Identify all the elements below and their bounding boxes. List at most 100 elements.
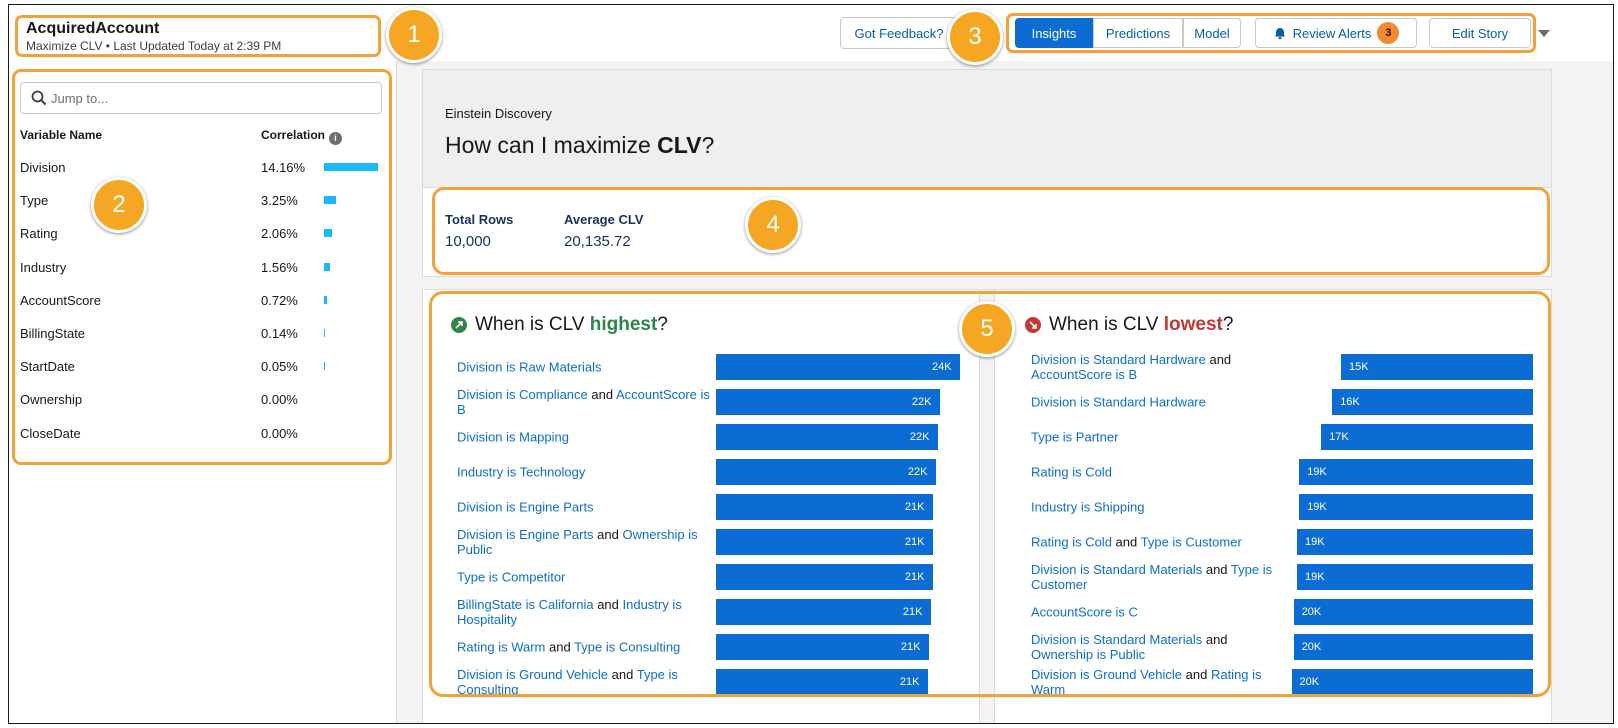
driver-condition-link[interactable]: Rating is Warm: [1031, 667, 1262, 697]
driver-condition-link[interactable]: Division is Standard Hardware: [1031, 352, 1206, 367]
variable-row[interactable]: Division 14.16%: [20, 158, 382, 178]
driver-row[interactable]: Division is Ground Vehicle and Type is C…: [457, 667, 977, 697]
driver-condition-link[interactable]: Industry is Technology: [457, 464, 586, 480]
variable-name-header: Variable Name: [20, 128, 103, 142]
driver-row[interactable]: Division is Raw Materials 24K: [457, 352, 977, 382]
column-divider: [979, 290, 995, 723]
driver-value-label: 17K: [1329, 431, 1349, 443]
variable-name: BillingState: [20, 326, 86, 341]
jump-to-search[interactable]: [20, 82, 382, 114]
tab-predictions[interactable]: Predictions: [1093, 18, 1183, 48]
driver-label: Division is Raw Materials: [457, 360, 712, 375]
driver-bar: [716, 424, 938, 450]
driver-conjunction: and: [1202, 632, 1228, 647]
driver-row[interactable]: Division is Standard Materials and Type …: [1031, 562, 1551, 592]
driver-value-label: 19K: [1305, 536, 1325, 548]
driver-row[interactable]: Division is Engine Parts 21K: [457, 492, 977, 522]
driver-condition-link[interactable]: Rating is Cold: [1031, 534, 1112, 550]
correlation-bar: [324, 163, 378, 171]
driver-condition-link[interactable]: Division is Engine Parts: [457, 527, 594, 542]
stat-value: 10,000: [445, 233, 491, 250]
driver-condition-link[interactable]: Type is Customer: [1031, 562, 1273, 592]
driver-condition-link[interactable]: Division is Standard Materials: [1031, 562, 1203, 577]
driver-row[interactable]: Rating is Warm and Type is Consulting 21K: [457, 632, 977, 662]
driver-condition-link[interactable]: Type is Consulting: [457, 667, 678, 697]
driver-condition-link[interactable]: Type is Partner: [1031, 429, 1119, 445]
variable-row[interactable]: AccountScore 0.72%: [20, 291, 382, 311]
app-window: AcquiredAccount Maximize CLV • Last Upda…: [8, 4, 1614, 724]
alert-count-badge: 3: [1377, 22, 1400, 44]
driver-condition-link[interactable]: Division is Standard Hardware: [1031, 394, 1206, 410]
driver-row[interactable]: BillingState is California and Industry …: [457, 597, 977, 627]
driver-condition-link[interactable]: AccountScore is B: [457, 387, 710, 417]
driver-condition-link[interactable]: Ownership is Public: [1031, 647, 1146, 662]
driver-value-label: 22K: [907, 466, 928, 478]
story-title-block: AcquiredAccount Maximize CLV • Last Upda…: [15, 15, 381, 57]
driver-condition-link[interactable]: Industry is Hospitality: [457, 597, 682, 627]
driver-condition-link[interactable]: Rating is Cold: [1031, 464, 1112, 480]
driver-label: Rating is Warm and Type is Consulting: [457, 640, 712, 655]
driver-condition-link[interactable]: Division is Mapping: [457, 429, 569, 445]
driver-row[interactable]: Division is Engine Parts and Ownership i…: [457, 527, 977, 557]
review-alerts-button[interactable]: Review Alerts 3: [1255, 18, 1417, 48]
driver-row[interactable]: Industry is Shipping 19K: [1031, 492, 1551, 522]
driver-row[interactable]: AccountScore is C 20K: [1031, 597, 1551, 627]
driver-row[interactable]: Type is Competitor 21K: [457, 562, 977, 592]
variable-row[interactable]: BillingState 0.14%: [20, 324, 382, 344]
tab-insights[interactable]: Insights: [1015, 18, 1093, 48]
chevron-down-icon[interactable]: [1536, 25, 1552, 41]
driver-condition-link[interactable]: AccountScore is B: [1031, 367, 1138, 382]
driver-row[interactable]: Industry is Technology 22K: [457, 457, 977, 487]
driver-condition-link[interactable]: AccountScore is C: [1031, 604, 1138, 620]
driver-row[interactable]: Division is Ground Vehicle and Rating is…: [1031, 667, 1551, 697]
driver-condition-link[interactable]: Industry is Shipping: [1031, 499, 1145, 515]
driver-condition-link[interactable]: Type is Customer: [1140, 534, 1242, 550]
driver-condition-link[interactable]: Rating is Warm: [457, 639, 546, 655]
driver-condition-link[interactable]: Division is Ground Vehicle: [457, 667, 609, 682]
variable-row[interactable]: CloseDate 0.00%: [20, 424, 382, 444]
driver-condition-link[interactable]: Ownership is Public: [457, 527, 698, 557]
driver-condition-link[interactable]: Division is Ground Vehicle: [1031, 667, 1183, 682]
driver-bar: [1332, 389, 1533, 415]
info-icon[interactable]: i: [329, 131, 343, 145]
variable-name: CloseDate: [20, 425, 81, 441]
search-input[interactable]: [51, 90, 371, 106]
variable-correlation: 0.72%: [261, 292, 298, 308]
variable-row[interactable]: Ownership 0.00%: [20, 390, 382, 410]
driver-condition-link[interactable]: Division is Raw Materials: [457, 359, 602, 375]
driver-row[interactable]: Division is Compliance and AccountScore …: [457, 387, 977, 417]
driver-value-label: 20K: [1301, 641, 1322, 653]
driver-bar: [1297, 529, 1533, 555]
trend-up-icon: [451, 317, 467, 333]
question-outcome: CLV: [657, 132, 702, 158]
driver-row[interactable]: Division is Mapping 22K: [457, 422, 977, 452]
variable-row[interactable]: Rating 2.06%: [20, 224, 382, 244]
variable-correlation: 0.00%: [261, 392, 298, 408]
driver-row[interactable]: Division is Standard Hardware 16K: [1031, 387, 1551, 417]
driver-bar: [1297, 564, 1533, 590]
variable-row[interactable]: StartDate 0.05%: [20, 357, 382, 377]
driver-bar: [1299, 459, 1533, 485]
question-suffix: ?: [701, 132, 715, 158]
driver-bar: [716, 529, 933, 555]
edit-story-button[interactable]: Edit Story: [1429, 18, 1531, 48]
got-feedback-button[interactable]: Got Feedback?: [840, 17, 958, 49]
driver-row[interactable]: Rating is Cold and Type is Customer 19K: [1031, 527, 1551, 557]
driver-condition-link[interactable]: BillingState is California: [457, 597, 594, 612]
driver-condition-link[interactable]: Type is Competitor: [457, 569, 566, 585]
driver-condition-link[interactable]: Division is Standard Materials: [1031, 632, 1203, 647]
driver-condition-link[interactable]: Division is Compliance: [457, 387, 588, 402]
driver-row[interactable]: Division is Standard Materials and Owner…: [1031, 632, 1551, 662]
variable-row[interactable]: Industry 1.56%: [20, 258, 382, 278]
driver-condition-link[interactable]: Division is Engine Parts: [457, 499, 594, 515]
correlation-bar: [324, 329, 325, 337]
driver-value-label: 24K: [932, 361, 952, 373]
tab-model[interactable]: Model: [1183, 18, 1241, 48]
driver-row[interactable]: Rating is Cold 19K: [1031, 457, 1551, 487]
variable-row[interactable]: Type 3.25%: [20, 191, 382, 211]
correlation-bar: [324, 262, 330, 271]
driver-condition-link[interactable]: Type is Consulting: [574, 639, 681, 655]
driver-row[interactable]: Type is Partner 17K: [1031, 422, 1551, 452]
driver-value-label: 21K: [902, 606, 923, 618]
driver-row[interactable]: Division is Standard Hardware and Accoun…: [1031, 352, 1551, 382]
